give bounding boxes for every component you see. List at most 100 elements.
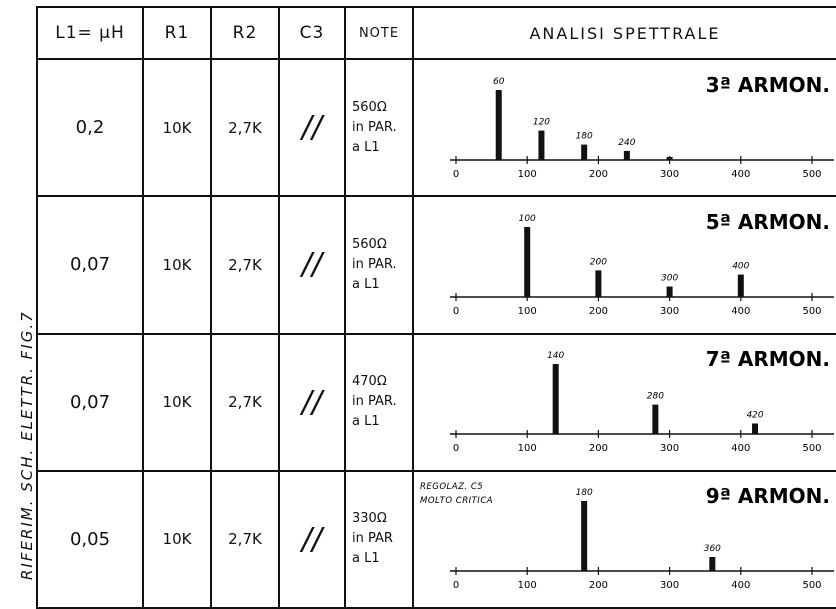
- side-reference-label: RIFERIM. SCH. ELETTR. FIG.7: [0, 0, 36, 609]
- x-tick-label: 300: [660, 169, 679, 180]
- side-label-text: RIFERIM. SCH. ELETTR. FIG.7: [18, 310, 36, 580]
- note-cell: 560Ω in PAR. a L1: [344, 195, 414, 335]
- x-tick-label: 500: [802, 580, 821, 591]
- x-tick-label: 300: [660, 580, 679, 591]
- harmonic-bar-label: 420: [746, 411, 763, 421]
- harmonic-bar: [524, 226, 531, 297]
- harmonic-bar-label: 140: [547, 351, 564, 361]
- x-tick-label: 500: [802, 443, 821, 454]
- harmonic-bar-label: 180: [576, 488, 593, 498]
- x-tick-label: 300: [660, 306, 679, 317]
- harmonic-title: 5ª ARMON.: [706, 210, 830, 234]
- harmonic-bar: [495, 89, 502, 160]
- note-line: 330Ω: [352, 511, 387, 527]
- l1-value-cell: 0,2: [36, 57, 144, 198]
- x-tick-label: 200: [589, 306, 608, 317]
- table-row: 0,07 10K 2,7K// 560Ω in PAR. a L1 0 100 200 300 40…: [36, 195, 836, 335]
- c3-value-cell: //: [278, 332, 346, 472]
- x-tick-label: 400: [731, 169, 750, 180]
- harmonic-bar: [623, 150, 630, 160]
- x-tick-label: 100: [518, 580, 537, 591]
- table-row: 0,07 10K 2,7K// 470Ω in PAR. a L1 0 100 200 300 40…: [36, 332, 836, 472]
- harmonic-bar-label: 100: [519, 214, 536, 224]
- harmonic-bar-label: 240: [618, 138, 635, 148]
- header-r2: R2: [210, 6, 280, 60]
- note-line: 470Ω: [352, 374, 387, 390]
- harmonic-bar: [581, 144, 588, 160]
- spectrum-cell: 0 100 200 300 400 500 180 360 9ª ARMON. REGOLAZ. …: [412, 469, 836, 609]
- header-row: L1= μH R1 R2 C3 NOTE ANALISI SPETTRALE: [36, 6, 836, 60]
- note-line: in PAR: [352, 531, 393, 547]
- l1-value-cell: 0,07: [36, 195, 144, 335]
- r2-value-cell: 2,7K: [210, 195, 280, 335]
- x-tick-label: 100: [518, 169, 537, 180]
- harmonic-bar-label: 120: [533, 117, 550, 127]
- spectrum-cell: 0 100 200 300 400 500 100 200 300 400 5ª ARMON.: [412, 195, 836, 335]
- x-tick-label: 500: [802, 306, 821, 317]
- spectrum-chart: 0 100 200 300 400 500 60 120 180 240 3ª ARMON.: [450, 73, 834, 180]
- adjustment-remark: REGOLAZ. C5: [420, 482, 483, 492]
- x-tick-label: 100: [518, 306, 537, 317]
- x-tick-label: 100: [518, 443, 537, 454]
- x-tick-label: 0: [453, 580, 459, 591]
- harmonic-bar: [752, 423, 759, 435]
- harmonic-bar-label: 180: [576, 131, 593, 141]
- harmonic-title: 9ª ARMON.: [706, 484, 830, 508]
- note-line: in PAR.: [352, 256, 397, 272]
- l1-value-cell: 0,05: [36, 469, 144, 609]
- x-tick-label: 400: [731, 580, 750, 591]
- r1-value-cell: 10K: [142, 57, 212, 198]
- harmonic-bar: [709, 557, 716, 572]
- header-l1: L1= μH: [36, 6, 144, 60]
- c3-value-cell: //: [278, 195, 346, 335]
- header-note: NOTE: [344, 6, 414, 60]
- spectrum-chart: 0 100 200 300 400 500 140 280 420 7ª ARMON.: [450, 347, 834, 454]
- note-line: a L1: [352, 139, 380, 155]
- note-line: in PAR.: [352, 119, 397, 135]
- note-line: a L1: [352, 276, 380, 292]
- r1-value-cell: 10K: [142, 332, 212, 472]
- note-line: a L1: [352, 551, 380, 567]
- c3-value-cell: //: [278, 57, 346, 198]
- x-tick-label: 0: [453, 443, 459, 454]
- table-row: 0,05 10K 2,7K// 330Ω in PAR a L1 0 100 200 300 400…: [36, 469, 836, 609]
- harmonic-bar-label: 60: [493, 77, 505, 87]
- c3-value-cell: //: [278, 469, 346, 609]
- x-tick-label: 400: [731, 443, 750, 454]
- harmonic-bar: [595, 270, 602, 297]
- harmonic-bar: [552, 364, 559, 435]
- note-cell: 470Ω in PAR. a L1: [344, 332, 414, 472]
- adjustment-remark: MOLTO CRITICA: [420, 496, 493, 506]
- r2-value-cell: 2,7K: [210, 469, 280, 609]
- note-line: 560Ω: [352, 236, 387, 252]
- harmonic-title: 3ª ARMON.: [706, 73, 830, 97]
- note-cell: 560Ω in PAR. a L1: [344, 57, 414, 198]
- harmonic-bar: [737, 274, 744, 297]
- harmonic-bar: [666, 156, 673, 160]
- x-tick-label: 400: [731, 306, 750, 317]
- header-r1: R1: [142, 6, 212, 60]
- harmonic-bar-label: 400: [732, 261, 749, 271]
- r1-value-cell: 10K: [142, 195, 212, 335]
- spectrum-cell: 0 100 200 300 400 500 60 120 180 240 3ª ARMON.: [412, 57, 836, 198]
- x-tick-label: 200: [589, 580, 608, 591]
- r2-value-cell: 2,7K: [210, 57, 280, 198]
- harmonic-bar: [652, 404, 659, 435]
- spectrum-chart: 0 100 200 300 400 500 180 360 9ª ARMON. REGOLAZ. …: [420, 482, 834, 591]
- harmonic-bar-label: 200: [590, 257, 607, 267]
- x-tick-label: 0: [453, 306, 459, 317]
- harmonic-bar-label: 360: [704, 544, 721, 554]
- r1-value-cell: 10K: [142, 469, 212, 609]
- r2-value-cell: 2,7K: [210, 332, 280, 472]
- note-cell: 330Ω in PAR a L1: [344, 469, 414, 609]
- harmonic-bar-label: 280: [647, 392, 664, 402]
- x-tick-label: 200: [589, 169, 608, 180]
- note-line: a L1: [352, 414, 380, 430]
- note-line: in PAR.: [352, 394, 397, 410]
- x-tick-label: 500: [802, 169, 821, 180]
- x-tick-label: 200: [589, 443, 608, 454]
- table-row: 0,2 10K 2,7K// 560Ω in PAR. a L1 0 100 200 300 400…: [36, 57, 836, 198]
- x-tick-label: 300: [660, 443, 679, 454]
- harmonic-bar: [538, 130, 545, 160]
- note-line: 560Ω: [352, 99, 387, 115]
